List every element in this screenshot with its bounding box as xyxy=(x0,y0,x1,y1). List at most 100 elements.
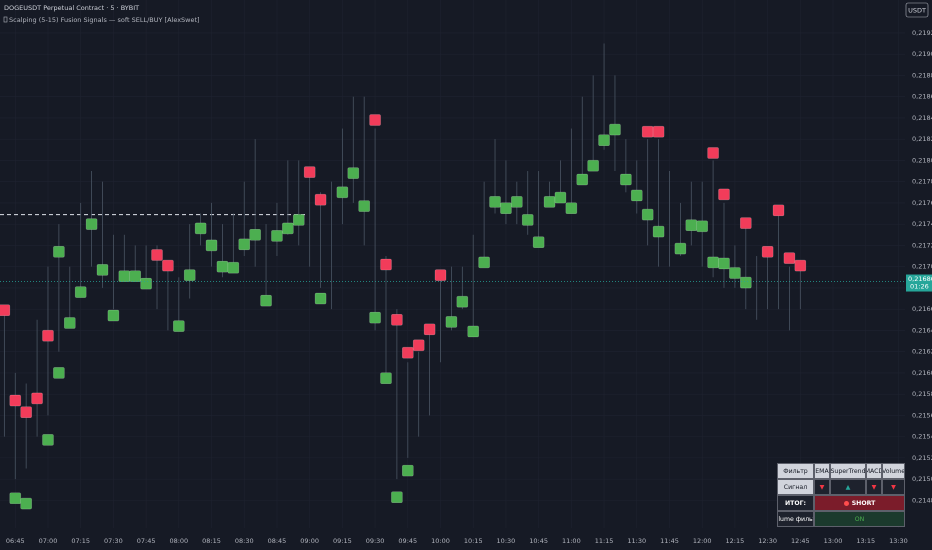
y-tick-label: 0,21860 xyxy=(912,93,932,101)
signal-marker xyxy=(543,196,556,208)
countdown: 01:26 xyxy=(910,283,929,291)
x-tick-label: 11:30 xyxy=(627,537,646,545)
signal-marker xyxy=(347,167,360,179)
axes: 0,21480 0,21500 0,21520 0,21540 0,21560 0,215… xyxy=(6,29,932,545)
signal-marker xyxy=(652,125,665,138)
signal-marker xyxy=(85,218,98,230)
y-tick-label: 0,21820 xyxy=(912,135,932,143)
table-header: Фильтр EMA SuperTrend MACD Volume xyxy=(777,463,905,479)
signal-marker xyxy=(565,202,578,215)
signal-marker xyxy=(107,309,120,322)
table-cell: Volume xyxy=(882,463,905,479)
table-cell: Фильтр xyxy=(777,463,814,479)
x-tick-label: 12:00 xyxy=(693,537,712,545)
signal-marker xyxy=(96,264,109,276)
signal-marker xyxy=(42,329,54,342)
x-tick-label: 13:15 xyxy=(856,537,875,545)
signal-marker xyxy=(271,230,283,242)
x-tick-label: 10:15 xyxy=(464,537,483,545)
signal-marker xyxy=(53,245,65,258)
signal-marker xyxy=(772,204,785,217)
currency-box[interactable] xyxy=(905,2,929,18)
signal-marker xyxy=(718,257,730,270)
y-tick-label: 0,21600 xyxy=(912,369,932,377)
signal-marker xyxy=(401,346,414,359)
signal-marker xyxy=(641,208,654,221)
signal-marker xyxy=(740,217,752,229)
signal-marker xyxy=(718,188,730,201)
signal-marker xyxy=(696,220,708,233)
y-tick-label: 0,21920 xyxy=(912,29,932,37)
signal-marker xyxy=(74,286,87,298)
x-tick-label: 08:00 xyxy=(169,537,188,545)
x-tick-label: 08:30 xyxy=(235,537,254,545)
signal-marker xyxy=(456,295,469,308)
table-cell: EMA xyxy=(814,463,830,479)
filter-table: Фильтр EMA SuperTrend MACD Volume Сигнал… xyxy=(777,463,905,527)
y-tick-label: 0,21560 xyxy=(912,411,932,419)
signal-cell: ▼ xyxy=(882,479,905,495)
signal-marker xyxy=(620,173,632,186)
signal-marker xyxy=(292,214,305,226)
y-tick-label: 0,21800 xyxy=(912,156,932,164)
x-tick-label: 10:45 xyxy=(529,537,548,545)
currency[interactable]: USDT xyxy=(908,7,926,15)
signal-marker xyxy=(729,267,741,279)
signal-marker xyxy=(685,219,698,232)
total-cell: SHORT xyxy=(814,495,905,511)
signal-cell: ▼ xyxy=(866,479,882,495)
signal-marker xyxy=(303,166,316,178)
signal-marker xyxy=(0,304,11,317)
x-tick-label: 10:00 xyxy=(431,537,450,545)
signal-marker xyxy=(369,114,381,126)
y-tick-label: 0,21740 xyxy=(912,220,932,228)
signal-marker xyxy=(794,259,807,272)
x-tick-label: 07:00 xyxy=(39,537,58,545)
signal-cell: ▲ xyxy=(830,479,866,495)
signal-marker xyxy=(445,316,458,328)
table-row: ИТОГ: SHORT xyxy=(777,495,905,511)
signal-marker xyxy=(554,191,567,204)
signal-marker xyxy=(314,193,327,206)
signal-marker xyxy=(412,339,425,352)
y-tick-label: 0,21720 xyxy=(912,241,932,249)
signal-marker xyxy=(532,236,545,249)
table-cell: Сигнал xyxy=(777,479,814,495)
signal-marker xyxy=(31,392,43,405)
y-tick-label: 0,21700 xyxy=(912,263,932,271)
y-tick-label: 0,21580 xyxy=(912,390,932,398)
signal-marker xyxy=(151,249,163,261)
y-tick-label: 0,21500 xyxy=(912,475,932,483)
x-tick-label: 11:45 xyxy=(660,537,679,545)
y-tick-label: 0,21880 xyxy=(912,71,932,79)
signal-marker xyxy=(740,276,752,289)
signal-marker xyxy=(391,491,403,503)
plot xyxy=(0,43,905,510)
indicator-icon xyxy=(3,16,8,23)
x-tick-label: 13:30 xyxy=(889,537,908,545)
signal-marker xyxy=(500,202,512,215)
total-value: SHORT xyxy=(851,499,876,507)
signal-marker xyxy=(249,228,261,241)
signal-marker xyxy=(380,258,392,271)
signal-marker xyxy=(369,311,381,324)
status-dot xyxy=(843,500,849,506)
x-tick-label: 11:00 xyxy=(562,537,581,545)
signal-marker xyxy=(609,123,621,136)
y-tick-label: 0,21620 xyxy=(912,348,932,356)
signal-marker xyxy=(129,270,142,283)
table-cell: Volume фильтр xyxy=(777,511,814,527)
y-tick-label: 0,21840 xyxy=(912,114,932,122)
y-tick-label: 0,21640 xyxy=(912,326,932,334)
signal-cell: ▼ xyxy=(814,479,830,495)
x-tick-label: 08:45 xyxy=(268,537,287,545)
table-cell: ИТОГ: xyxy=(777,495,814,511)
y-tick-label: 0,21900 xyxy=(912,50,932,58)
x-tick-label: 07:45 xyxy=(137,537,156,545)
x-tick-label: 08:15 xyxy=(202,537,221,545)
signal-marker xyxy=(707,256,719,269)
signal-marker xyxy=(238,238,251,251)
x-tick-label: 09:45 xyxy=(398,537,417,545)
x-tick-label: 06:45 xyxy=(6,537,25,545)
